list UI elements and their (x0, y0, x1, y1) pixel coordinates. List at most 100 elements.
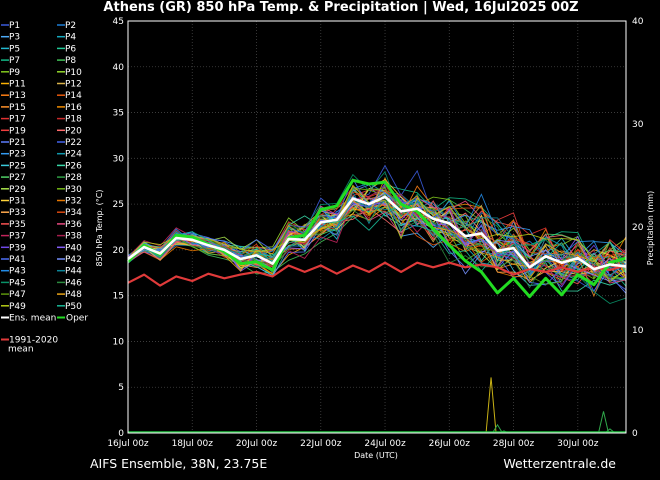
x-axis-label: Date (UTC) (354, 451, 398, 460)
legend-label: P22 (65, 138, 82, 148)
legend-label: P15 (9, 103, 26, 113)
y2-tick-label: 20 (632, 223, 644, 233)
x-axis: 16Jul 00z 18Jul 00z 20Jul 00z 22Jul 00z 24Ju… (107, 439, 598, 449)
legend-label: P25 (9, 161, 26, 171)
legend-label: P42 (65, 255, 82, 265)
legend-label: P49 (9, 302, 26, 312)
legend-label: P8 (65, 56, 76, 66)
x-tick-label: 30Jul 00z (557, 439, 599, 449)
legend-label: P17 (9, 115, 26, 125)
y-tick-label: 45 (113, 17, 124, 27)
legend-label: P40 (65, 243, 82, 253)
legend-label: P32 (65, 197, 82, 207)
legend-label: P4 (65, 33, 76, 43)
legend-label: P31 (9, 197, 26, 207)
legend-label: P21 (9, 138, 26, 148)
legend-label: P3 (9, 33, 20, 43)
y-tick-label: 10 (113, 337, 125, 347)
legend-label: P43 (9, 267, 26, 277)
y-tick-label: 5 (118, 383, 124, 393)
y-axis-label: 850 hPa Temp. (°C) (95, 189, 104, 266)
precip-spike (598, 411, 609, 434)
legend-label: P11 (9, 80, 26, 90)
y-axis-right: 0 10 20 30 40 (632, 17, 644, 439)
legend-label: P45 (9, 278, 26, 288)
y-tick-label: 40 (113, 63, 125, 73)
precip-spike (485, 377, 497, 434)
legend-label: P35 (9, 220, 26, 230)
y-tick-label: 20 (113, 246, 125, 256)
y2-axis-label: Precipitation (mm) (646, 191, 655, 265)
legend-label: mean (8, 345, 34, 355)
legend-label: P30 (65, 185, 82, 195)
plot-frame (127, 20, 627, 434)
x-tick-label: 22Jul 00z (300, 439, 342, 449)
footer-model: AIFS Ensemble, 38N, 23.75E (90, 456, 267, 471)
y-tick-label: 35 (113, 109, 124, 119)
ensemble-member-line (127, 197, 627, 289)
y-axis-left: 0 5 10 15 20 25 30 35 40 45 (113, 17, 125, 439)
y2-tick-label: 10 (632, 326, 644, 336)
ensemble-members (127, 164, 627, 305)
legend-label: P46 (65, 278, 82, 288)
legend-label: P39 (9, 243, 26, 253)
legend-label: P20 (65, 126, 82, 136)
x-tick-label: 28Jul 00z (493, 439, 535, 449)
y-tick-label: 25 (113, 200, 124, 210)
climate-mean-line (127, 261, 627, 287)
legend-label: P33 (9, 208, 26, 218)
legend-label: P19 (9, 126, 26, 136)
y-tick-label: 15 (113, 292, 124, 302)
legend: P1 P2 P3 P4 P5 P6 P7 P8 P9 P10 P11 P12 P13 P14 P15 P16 P… (1, 21, 88, 355)
x-tick-label: 24Jul 00z (364, 439, 406, 449)
x-tick-label: 26Jul 00z (429, 439, 471, 449)
y2-tick-label: 0 (632, 429, 638, 439)
ens-mean-line (127, 195, 627, 271)
legend-label: 1991-2020 (9, 336, 58, 346)
x-tick-label: 16Jul 00z (107, 439, 149, 449)
legend-label: P6 (65, 44, 76, 54)
legend-label: P34 (65, 208, 82, 218)
y-tick-label: 30 (113, 154, 125, 164)
legend-label: P10 (65, 68, 82, 78)
legend-label: P38 (65, 232, 82, 242)
legend-label: P14 (65, 91, 82, 101)
chart-title: Athens (GR) 850 hPa Temp. & Precipitatio… (103, 0, 578, 15)
legend-label: P12 (65, 80, 82, 90)
legend-label: P47 (9, 290, 26, 300)
legend-label: P44 (65, 267, 82, 277)
y2-tick-label: 30 (632, 120, 644, 130)
y2-tick-label: 40 (632, 17, 644, 27)
highlight-series (126, 178, 627, 299)
ensemble-member-line (127, 177, 627, 291)
precip-spike (492, 423, 503, 434)
ensemble-member-line (127, 188, 627, 281)
legend-label: P48 (65, 290, 82, 300)
legend-label: P1 (9, 21, 20, 31)
x-tick-label: 20Jul 00z (236, 439, 278, 449)
precipitation-series (128, 377, 626, 434)
legend-label: P27 (9, 173, 26, 183)
legend-label: P41 (9, 255, 26, 265)
legend-label: P50 (65, 302, 82, 312)
legend-label: P37 (9, 232, 26, 242)
y-tick-label: 0 (118, 429, 124, 439)
legend-label: P9 (9, 68, 20, 78)
legend-label: P16 (65, 103, 82, 113)
legend-label: P28 (65, 173, 82, 183)
legend-label: P23 (9, 150, 26, 160)
legend-label: P7 (9, 56, 20, 66)
legend-label: Oper (66, 314, 88, 324)
ensemble-member-line (127, 171, 627, 305)
legend-label: P26 (65, 161, 82, 171)
ensemble-member-line (127, 190, 627, 273)
x-tick-label: 18Jul 00z (172, 439, 214, 449)
legend-label: P36 (65, 220, 82, 230)
legend-label: P24 (65, 150, 82, 160)
legend-label: P18 (65, 115, 82, 125)
legend-label: P29 (9, 185, 26, 195)
footer-site: Wetterzentrale.de (503, 456, 616, 471)
legend-label: P2 (65, 21, 76, 31)
legend-label: P13 (9, 91, 26, 101)
